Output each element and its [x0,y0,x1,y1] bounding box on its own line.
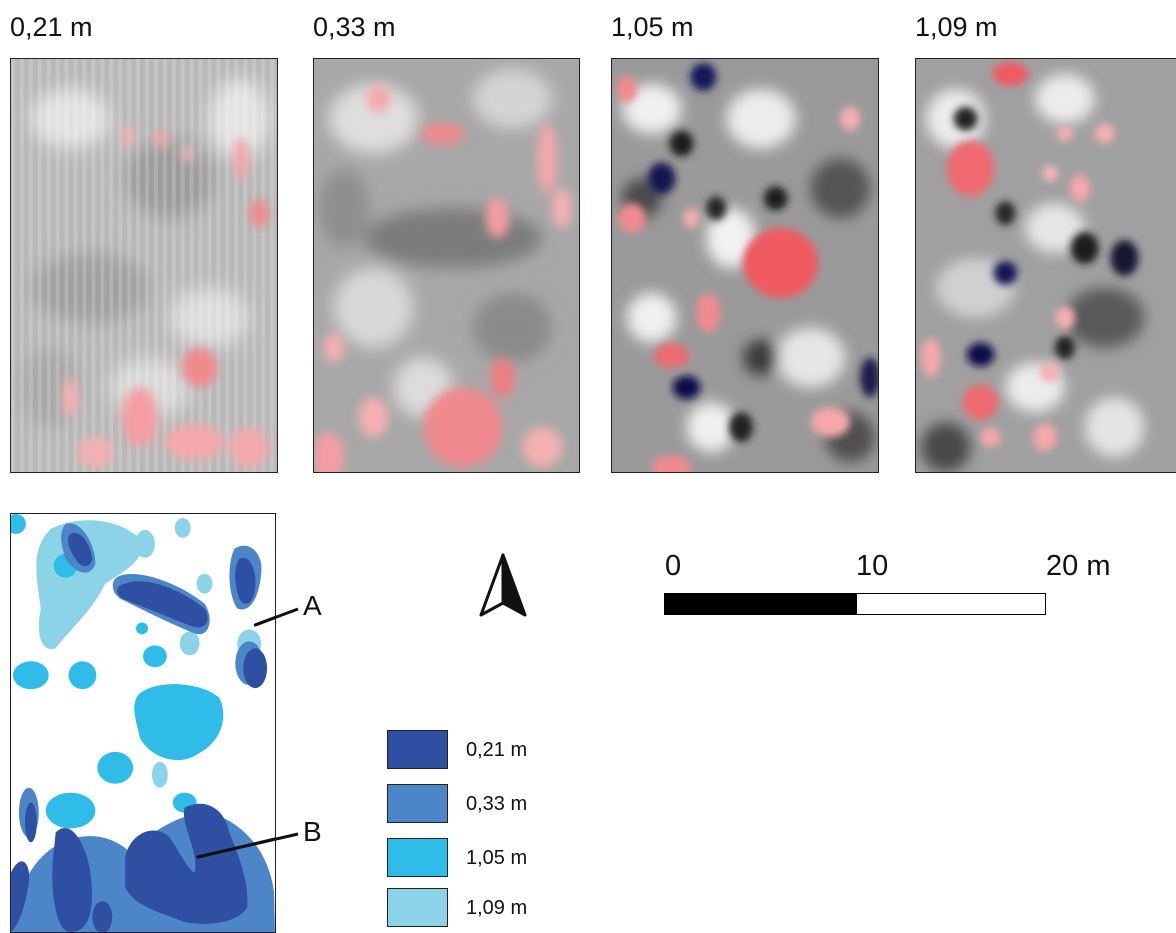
legend-label-0-21m: 0,21 m [466,739,528,761]
legend-label-1-05m: 1,05 m [466,847,528,869]
gpr-slice-0-21m [10,58,278,473]
depth-title-2: 0,33 m [313,12,396,42]
north-arrow-icon [479,553,527,617]
legend-label-0-33m: 0,33 m [466,793,528,815]
gpr-slice-1-05m [611,58,879,473]
gpr-slice-0-33m [313,58,580,473]
leader-line-b-ext [197,832,299,859]
legend-swatch-1-09m [387,888,448,927]
legend-swatch-1-05m [387,838,448,877]
legend-label-1-09m: 1,09 m [466,897,528,919]
legend-swatch-0-33m [387,784,448,823]
legend-swatch-0-21m [387,730,448,769]
scale-tick-20: 20 m [1046,550,1111,582]
scale-bar [664,593,1046,615]
callout-label-b: B [303,816,322,847]
gpr-slice-1-09m [915,58,1176,473]
scale-tick-0: 0 [665,550,682,582]
interpretation-map [10,513,276,933]
scale-tick-10: 10 [856,550,889,582]
callout-label-a: A [303,590,322,621]
depth-title-3: 1,05 m [611,12,694,42]
depth-title-1: 0,21 m [10,12,93,42]
depth-title-4: 1,09 m [915,12,998,42]
leader-line-a-ext [254,607,299,627]
